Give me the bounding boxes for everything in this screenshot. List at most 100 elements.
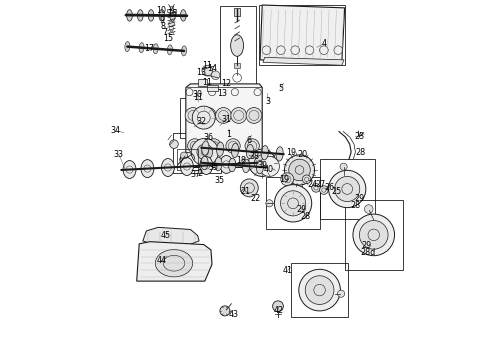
Ellipse shape [137, 10, 143, 21]
Polygon shape [260, 5, 344, 62]
Ellipse shape [180, 158, 194, 175]
Text: 8: 8 [161, 22, 166, 31]
Circle shape [289, 159, 310, 181]
Text: 29: 29 [296, 205, 307, 214]
Circle shape [327, 184, 336, 192]
Text: 19: 19 [279, 175, 289, 184]
Text: 12: 12 [221, 79, 231, 88]
Text: 42: 42 [274, 306, 284, 315]
Circle shape [220, 306, 230, 316]
Circle shape [207, 139, 221, 153]
Bar [207, 85, 218, 91]
Circle shape [197, 144, 213, 160]
Circle shape [285, 155, 315, 185]
Circle shape [188, 139, 202, 153]
Circle shape [319, 186, 328, 194]
Ellipse shape [125, 42, 130, 51]
Circle shape [266, 200, 273, 207]
Ellipse shape [148, 10, 154, 21]
Circle shape [274, 185, 312, 222]
Ellipse shape [180, 10, 186, 21]
Circle shape [248, 149, 276, 176]
Bar [177, 149, 198, 170]
Text: 9: 9 [159, 15, 164, 24]
Ellipse shape [202, 141, 209, 155]
Ellipse shape [246, 144, 253, 159]
Circle shape [299, 269, 341, 311]
Text: 22: 22 [250, 194, 260, 203]
Circle shape [305, 276, 334, 305]
Circle shape [169, 21, 174, 27]
Ellipse shape [168, 45, 172, 55]
Ellipse shape [123, 161, 136, 179]
Circle shape [302, 175, 311, 184]
Circle shape [191, 138, 219, 166]
Circle shape [211, 71, 220, 80]
Polygon shape [143, 227, 199, 245]
Ellipse shape [161, 158, 174, 176]
Text: 24: 24 [307, 180, 318, 189]
Text: 28d: 28d [360, 248, 375, 257]
Text: 34: 34 [110, 126, 120, 135]
Text: 23: 23 [355, 132, 365, 141]
Text: 28: 28 [350, 201, 361, 210]
Text: 6: 6 [246, 136, 251, 145]
Ellipse shape [231, 143, 239, 158]
Circle shape [359, 221, 388, 249]
Ellipse shape [170, 10, 175, 21]
Text: 4: 4 [321, 39, 326, 48]
Circle shape [353, 214, 394, 256]
Text: 3: 3 [266, 96, 271, 105]
Circle shape [340, 163, 347, 170]
Text: 29: 29 [355, 194, 365, 203]
Ellipse shape [126, 10, 132, 21]
Bar [319, 159, 375, 219]
Circle shape [200, 108, 216, 123]
Circle shape [202, 65, 213, 76]
Bar [291, 263, 348, 317]
Text: 29: 29 [362, 241, 372, 250]
Text: 35: 35 [208, 163, 219, 172]
Text: 40: 40 [263, 165, 273, 174]
Circle shape [365, 205, 373, 213]
Text: 13: 13 [217, 89, 227, 98]
Circle shape [231, 108, 246, 123]
Text: 1: 1 [226, 130, 231, 139]
Text: 28: 28 [300, 212, 310, 221]
Circle shape [192, 106, 215, 129]
Text: 25: 25 [332, 187, 342, 196]
Text: 35: 35 [215, 176, 225, 185]
Bar [220, 6, 256, 96]
Circle shape [246, 108, 262, 123]
Text: 45: 45 [160, 231, 171, 240]
Text: 38: 38 [249, 152, 259, 161]
Circle shape [281, 173, 294, 186]
Ellipse shape [153, 44, 158, 54]
Text: 28: 28 [355, 148, 366, 157]
Polygon shape [137, 242, 212, 281]
Bar [344, 200, 403, 270]
Circle shape [312, 184, 320, 192]
Circle shape [180, 152, 188, 159]
Circle shape [254, 155, 270, 171]
Text: 36: 36 [203, 133, 214, 142]
Ellipse shape [141, 159, 154, 177]
Circle shape [259, 156, 279, 176]
Ellipse shape [155, 249, 193, 277]
Circle shape [240, 179, 258, 197]
Circle shape [338, 290, 344, 297]
Bar [172, 134, 220, 173]
Ellipse shape [201, 156, 208, 170]
Circle shape [335, 176, 360, 202]
Bar [234, 63, 240, 68]
Bar [167, 9, 176, 12]
Circle shape [272, 301, 283, 312]
Circle shape [216, 108, 231, 123]
Text: 33: 33 [114, 150, 124, 159]
Circle shape [226, 139, 240, 153]
Ellipse shape [139, 43, 144, 53]
Circle shape [170, 140, 178, 148]
Text: 30: 30 [193, 90, 203, 99]
Bar [197, 79, 207, 86]
Ellipse shape [243, 159, 250, 173]
